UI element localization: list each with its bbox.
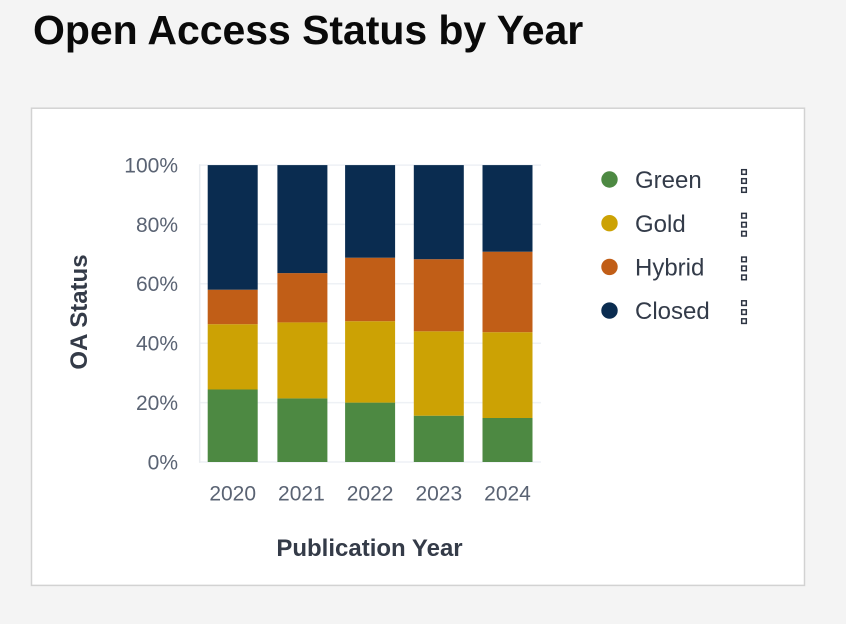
svg-text:Green: Green <box>635 167 702 194</box>
svg-text:OA Status: OA Status <box>66 254 93 369</box>
svg-text:20%: 20% <box>136 392 178 415</box>
svg-text:2023: 2023 <box>415 483 462 506</box>
svg-text:2020: 2020 <box>209 483 256 506</box>
svg-text:40%: 40% <box>136 333 178 356</box>
svg-text:0%: 0% <box>148 451 178 474</box>
svg-text:2022: 2022 <box>347 483 394 506</box>
svg-text:Publication Year: Publication Year <box>276 535 462 562</box>
svg-text:2024: 2024 <box>484 483 531 506</box>
svg-text:100%: 100% <box>124 155 178 178</box>
svg-text:60%: 60% <box>136 273 178 296</box>
svg-text:2021: 2021 <box>278 483 325 506</box>
svg-text:Gold: Gold <box>635 211 686 238</box>
svg-text:80%: 80% <box>136 214 178 237</box>
svg-text:Hybrid: Hybrid <box>635 255 704 282</box>
svg-text:Closed: Closed <box>635 298 710 325</box>
